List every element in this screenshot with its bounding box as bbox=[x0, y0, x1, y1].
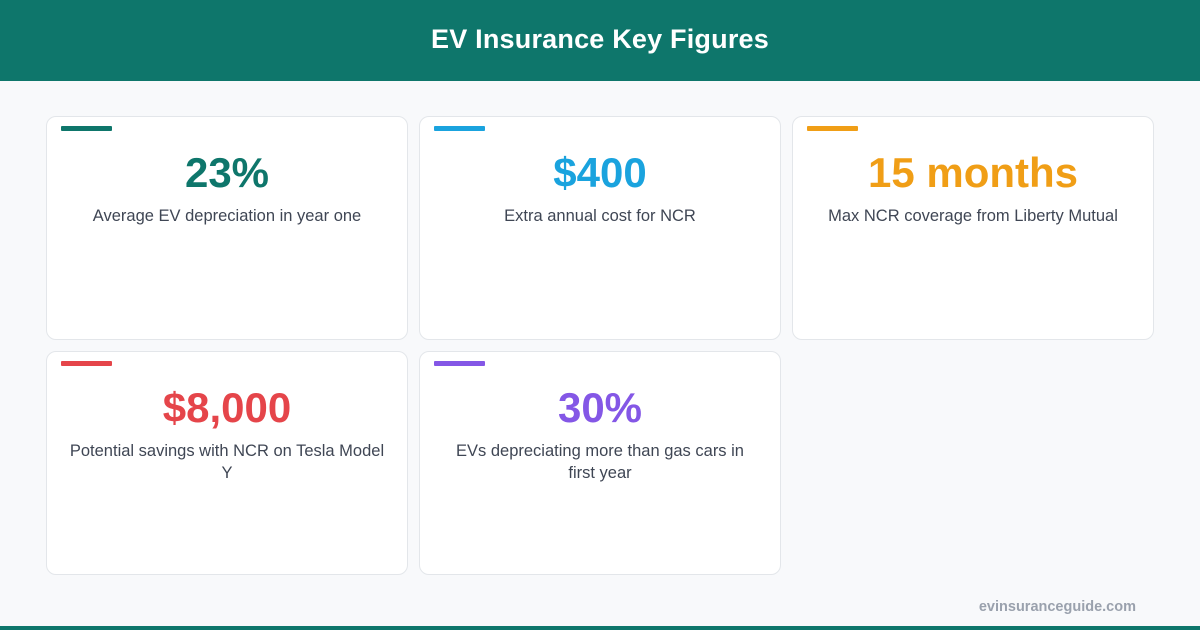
card-accent-bar bbox=[434, 361, 485, 366]
stat-label: Max NCR coverage from Liberty Mutual bbox=[828, 207, 1118, 225]
stat-label: Extra annual cost for NCR bbox=[504, 207, 696, 225]
stat-card-ncr-coverage: 15 months Max NCR coverage from Liberty … bbox=[792, 116, 1154, 340]
stat-card-ev-vs-gas: 30% EVs depreciating more than gas cars … bbox=[419, 351, 781, 575]
stat-value: $8,000 bbox=[162, 384, 292, 431]
stat-card-depreciation: 23% Average EV depreciation in year one bbox=[46, 116, 408, 340]
card-accent-bar bbox=[434, 126, 485, 131]
card-accent-bar bbox=[61, 361, 112, 366]
stat-value: $400 bbox=[553, 149, 647, 196]
stat-label: EVs depreciating more than gas cars in f… bbox=[456, 442, 744, 482]
stat-label: Average EV depreciation in year one bbox=[92, 207, 362, 225]
header-banner: EV Insurance Key Figures bbox=[0, 0, 1200, 81]
stat-value: 23% bbox=[184, 149, 270, 196]
page-title: EV Insurance Key Figures bbox=[431, 24, 769, 54]
stat-value: 30% bbox=[557, 384, 643, 431]
site-url: evinsuranceguide.com bbox=[978, 599, 1136, 615]
stat-card-ncr-cost: $400 Extra annual cost for NCR bbox=[419, 116, 781, 340]
stat-label: Potential savings with NCR on Tesla Mode… bbox=[69, 442, 385, 482]
stat-value: 15 months bbox=[867, 149, 1079, 196]
stat-card-ncr-savings: $8,000 Potential savings with NCR on Tes… bbox=[46, 351, 408, 575]
card-accent-bar bbox=[807, 126, 858, 131]
footer-bar bbox=[0, 626, 1200, 630]
card-accent-bar bbox=[61, 126, 112, 131]
